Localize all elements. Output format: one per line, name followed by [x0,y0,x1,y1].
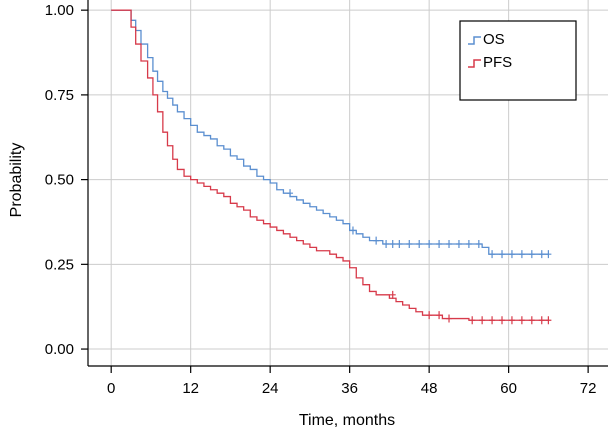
censor-mark-os [416,240,423,248]
censor-mark-os [383,240,390,248]
censor-mark-pfs [479,316,486,325]
legend-label-pfs: PFS [483,54,512,71]
censor-mark-os [455,240,462,248]
censor-mark-os [518,250,525,259]
x-tick-label: 60 [500,380,517,397]
y-tick-label: 0.75 [45,87,74,104]
censor-mark-os [406,240,413,248]
censor-mark-os [426,240,433,248]
censor-mark-pfs [499,316,506,325]
y-axis-title: Probability [8,143,25,218]
x-axis: 0 12 24 36 48 60 72 [88,365,608,397]
censor-mark-os [389,240,396,248]
legend-label-os: OS [483,31,505,48]
censor-mark-pfs [528,316,535,325]
censor-mark-os [287,189,294,198]
censor-mark-pfs [518,316,525,325]
x-tick-label: 36 [341,380,358,397]
censor-mark-os [528,250,535,259]
legend-symbol-pfs [468,59,481,68]
censor-mark-pfs [436,311,443,320]
censor-mark-pfs [426,311,433,320]
censor-mark-pfs [389,290,396,299]
y-tick-label: 0.25 [45,256,74,273]
censor-mark-os [538,250,545,259]
x-tick-label: 12 [182,380,199,397]
y-tick-label: 0.50 [45,172,74,189]
censor-mark-os [545,250,552,259]
legend: OS PFS [459,20,577,101]
censor-mark-pfs [446,314,453,323]
censor-mark-pfs [489,316,496,325]
censor-mark-os [489,250,496,259]
x-tick-label: 48 [421,380,438,397]
censor-mark-os [349,226,356,235]
censor-mark-os [436,240,443,248]
censor-mark-pfs [545,316,552,325]
censor-mark-os [465,240,472,248]
censor-mark-os [475,240,482,248]
y-tick-label: 0.00 [45,341,74,358]
censor-mark-os [499,250,506,259]
x-axis-title: Time, months [299,412,395,429]
censor-mark-os [508,250,515,259]
y-tick-label: 1.00 [45,2,74,19]
censor-mark-os [446,240,453,248]
curves [111,9,552,325]
censor-mark-pfs [538,316,545,325]
censor-mark-pfs [469,316,476,325]
x-tick-label: 0 [107,380,115,397]
x-tick-label: 24 [262,380,279,397]
x-tick-label: 72 [580,380,597,397]
legend-symbol-os [468,36,481,45]
censor-mark-pfs [508,316,515,325]
censor-mark-os [396,240,403,248]
censor-mark-os [373,236,380,245]
y-axis: 0.00 0.25 0.50 0.75 1.00 [45,0,89,366]
